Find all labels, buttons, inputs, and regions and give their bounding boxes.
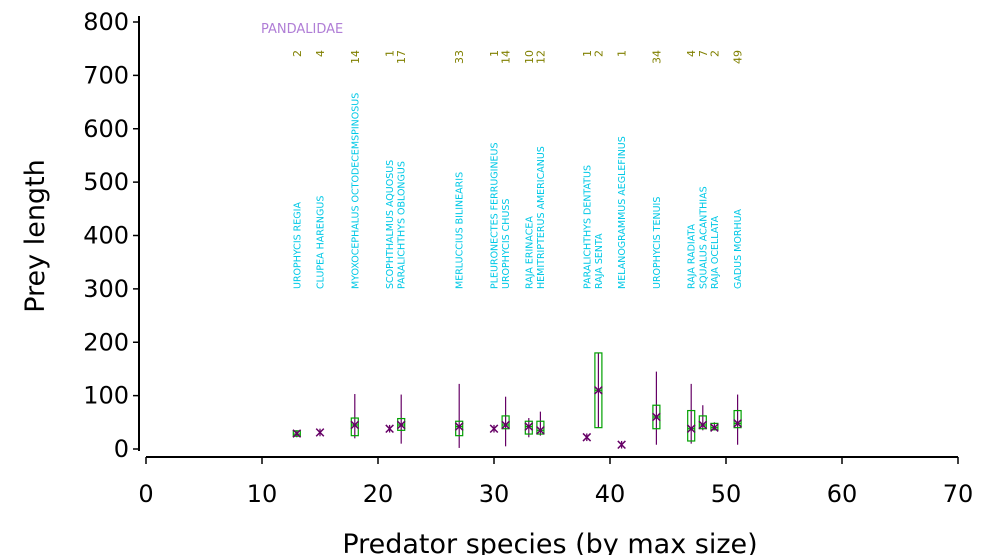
count-label: 1 [488,50,501,57]
species-box [536,411,545,436]
species-labels: UROPHYCIS REGIA CLUPEA HARENGUS MYOXOCEPHA… [292,93,744,289]
count-label: 7 [697,50,710,57]
species-label: PLEURONECTES FERRUGINEUS [490,142,501,289]
count-label: 1 [384,50,397,57]
chart-title: PANDALIDAE [261,22,343,37]
count-label: 49 [732,50,745,64]
count-label: 4 [314,50,327,57]
mean-marker [686,424,696,434]
species-box [617,440,626,450]
count-label: 2 [708,50,721,57]
species-box [733,394,742,445]
mean-marker [350,420,360,430]
count-label: 10 [523,50,536,64]
mean-marker [536,425,545,435]
x-tick-label: 70 [943,480,974,508]
species-box [582,432,592,442]
species-label: RAJA SENTA [594,233,605,289]
species-box [292,429,302,438]
species-label: RAJA ERINACEA [524,216,535,289]
mean-marker [396,420,406,430]
count-label: 2 [592,50,605,57]
y-axis-title: Prey length [20,159,51,313]
x-tick-label: 20 [363,480,394,508]
species-box [710,422,719,432]
count-label: 2 [291,50,304,57]
species-label: GADUS MORHUA [733,208,744,289]
x-tick-label: 40 [595,480,626,508]
mean-marker [698,420,708,430]
x-tick-label: 30 [479,480,510,508]
species-label: MERLUCCIUS BILINEARIS [455,172,466,289]
y-tick-label: 400 [83,222,129,250]
species-box [698,405,708,431]
y-tick-label: 0 [114,435,129,463]
y-ticks: 0 100 200 300 400 500 600 700 800 [83,8,139,463]
box [350,417,359,437]
x-tick-label: 0 [138,480,153,508]
species-box [396,394,406,444]
box [733,409,742,429]
y-tick-label: 100 [83,382,129,410]
species-box [594,352,603,429]
y-tick-label: 800 [83,8,129,36]
box [524,420,533,435]
mean-marker [710,423,719,432]
count-label: 12 [534,50,547,64]
count-label: 4 [685,50,698,57]
species-box [489,424,499,434]
species-label: UROPHYCIS REGIA [292,202,303,289]
count-label: 14 [349,50,362,64]
mean-marker [733,419,742,428]
species-label: PARALICHTHYS OBLONGUS [397,161,408,289]
species-box [315,428,325,437]
species-label: MYOXOCEPHALUS OCTODECEMSPINOSUS [350,93,361,289]
x-tick-label: 10 [247,480,278,508]
y-tick-label: 700 [83,61,129,89]
species-label: UROPHYCIS TENUIS [652,197,663,289]
x-axis-title: Predator species (by max size) [342,529,757,555]
species-label: RAJA RADIATA [687,223,698,289]
species-label: HEMITRIPTERUS AMERICANUS [536,146,547,289]
species-box [385,424,394,434]
mean-marker [594,385,603,395]
species-box [454,383,464,448]
count-label: 14 [500,50,513,64]
species-label: CLUPEA HARENGUS [316,196,327,289]
mean-marker [524,422,534,431]
mean-marker [501,420,510,430]
y-tick-label: 600 [83,115,129,143]
species-label: RAJA OCELLATA [710,215,721,289]
mean-marker [454,422,464,431]
species-box [524,418,534,438]
y-tick-label: 300 [83,275,129,303]
count-label: 33 [453,50,466,64]
species-box [686,383,696,444]
species-label: SQUALUS ACANTHIAS [698,186,709,289]
mean-marker [652,412,661,422]
species-box [501,396,510,447]
box [455,420,464,437]
mean-marker [292,429,302,438]
count-label: 1 [581,50,594,57]
species-box [350,394,360,439]
species-label: MELANOGRAMMUS AEGLEFINUS [617,136,628,289]
species-label: UROPHYCIS CHUSS [501,199,512,289]
y-tick-label: 200 [83,328,129,356]
y-tick-label: 500 [83,168,129,196]
count-label: 1 [616,50,629,57]
species-box [652,371,661,445]
species-label: SCOPHTHALMUS AQUOSUS [385,160,396,289]
x-ticks: 0 10 20 30 40 50 60 70 [138,457,973,508]
count-label: 17 [395,50,408,64]
count-label: 34 [650,50,663,64]
box-marks [292,352,742,450]
x-tick-label: 50 [711,480,742,508]
species-label: PARALICHTHYS DENTATUS [582,165,593,289]
box [710,422,719,431]
axes: 0 10 20 30 40 50 60 70 0 100 200 300 400 500 600 700 80… [83,8,973,508]
x-tick-label: 60 [827,480,858,508]
